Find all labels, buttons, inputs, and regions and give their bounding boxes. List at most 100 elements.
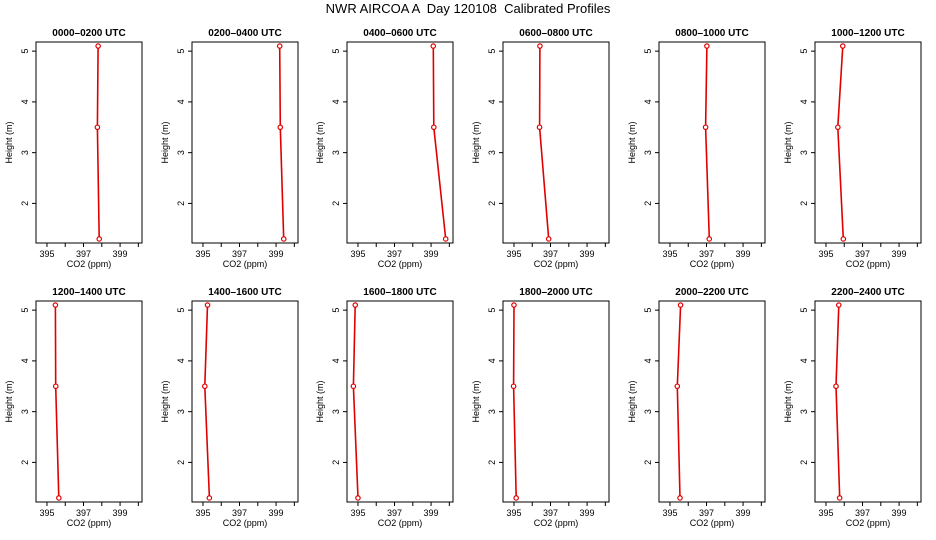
data-point: [702, 124, 709, 131]
y-tick-label: 5: [176, 49, 186, 54]
y-axis-label: Height (m): [627, 121, 637, 163]
data-point: [277, 124, 284, 131]
y-axis-label: Height (m): [315, 380, 325, 422]
panel-title: 0000–0200 UTC: [52, 28, 125, 39]
data-point: [835, 302, 842, 308]
x-tick-label: 397: [232, 508, 247, 518]
x-axis-label: CO2 (ppm): [690, 518, 735, 528]
profile-line: [538, 46, 550, 239]
x-tick-label: 399: [736, 249, 751, 259]
y-tick-label: 4: [487, 99, 497, 104]
x-axis-label: CO2 (ppm): [690, 259, 735, 269]
y-tick-label: 3: [487, 150, 497, 155]
x-tick-label: 397: [855, 508, 870, 518]
x-tick-label: 395: [195, 249, 210, 259]
y-tick-label: 3: [331, 150, 341, 155]
profile-line: [54, 305, 60, 498]
x-tick-label: 399: [736, 508, 751, 518]
data-point: [835, 124, 841, 131]
data-point: [510, 383, 517, 390]
x-tick-label: 397: [387, 249, 402, 259]
panel-title: 1800–2000 UTC: [519, 287, 592, 298]
x-tick-label: 395: [39, 508, 54, 518]
x-tick-label: 395: [506, 508, 521, 518]
y-tick-label: 5: [799, 49, 809, 54]
y-tick-label: 4: [176, 358, 186, 363]
y-tick-label: 3: [799, 409, 809, 414]
panel-title: 0600–0800 UTC: [519, 28, 592, 39]
y-tick-label: 2: [331, 460, 341, 465]
data-point: [430, 43, 437, 49]
plot-frame: [35, 41, 143, 244]
panel-title: 2200–2400 UTC: [831, 287, 904, 298]
page-title: NWR AIRCOA A Day 120108 Calibrated Profi…: [325, 1, 611, 16]
x-tick-label: 395: [818, 508, 833, 518]
panel-title: 1200–1400 UTC: [52, 287, 125, 298]
plot-frame: [35, 300, 143, 503]
y-tick-label: 2: [799, 460, 809, 465]
plot-frame: [502, 41, 610, 244]
data-point: [677, 495, 683, 501]
data-point: [94, 124, 101, 131]
x-tick-label: 399: [269, 249, 284, 259]
y-tick-label: 3: [799, 150, 809, 155]
plot-frame: [191, 41, 299, 244]
y-tick-label: 2: [20, 201, 30, 206]
data-point: [511, 302, 517, 308]
data-point: [442, 236, 449, 242]
y-axis-label: Height (m): [4, 121, 14, 163]
y-tick-label: 3: [331, 409, 341, 414]
x-tick-label: 399: [580, 249, 595, 259]
y-tick-label: 4: [20, 358, 30, 363]
y-axis-label: Height (m): [471, 380, 481, 422]
x-axis-label: CO2 (ppm): [67, 518, 112, 528]
data-point: [839, 43, 846, 49]
y-axis-label: Height (m): [783, 121, 793, 163]
profile-line: [836, 46, 845, 239]
data-point: [513, 495, 519, 501]
y-axis-label: Height (m): [783, 380, 793, 422]
y-tick-label: 3: [176, 150, 186, 155]
profile-line: [203, 305, 211, 498]
plot-frame: [814, 41, 922, 244]
x-tick-label: 395: [350, 508, 365, 518]
panel-title: 0800–1000 UTC: [675, 28, 748, 39]
profile-line: [96, 46, 100, 239]
y-tick-label: 4: [643, 358, 653, 363]
x-tick-label: 395: [350, 249, 365, 259]
x-tick-label: 397: [855, 249, 870, 259]
y-tick-label: 2: [643, 201, 653, 206]
x-tick-label: 397: [543, 508, 558, 518]
x-axis-label: CO2 (ppm): [846, 518, 891, 528]
x-tick-label: 397: [76, 249, 91, 259]
x-tick-label: 395: [39, 249, 54, 259]
x-axis-label: CO2 (ppm): [223, 518, 268, 528]
y-tick-label: 4: [643, 99, 653, 104]
x-tick-label: 397: [232, 249, 247, 259]
y-tick-label: 2: [176, 460, 186, 465]
x-axis-label: CO2 (ppm): [534, 518, 579, 528]
y-tick-label: 5: [20, 308, 30, 313]
y-tick-label: 5: [487, 308, 497, 313]
y-tick-label: 3: [20, 150, 30, 155]
data-point: [677, 302, 684, 308]
data-point: [52, 383, 59, 390]
y-tick-label: 4: [799, 99, 809, 104]
y-tick-label: 3: [20, 409, 30, 414]
profile-line: [278, 46, 285, 239]
y-tick-label: 4: [331, 358, 341, 363]
x-tick-label: 399: [113, 508, 128, 518]
data-point: [352, 302, 359, 308]
y-axis-label: Height (m): [315, 121, 325, 163]
data-point: [52, 302, 59, 308]
y-tick-label: 2: [487, 460, 497, 465]
x-axis-label: CO2 (ppm): [67, 259, 112, 269]
y-tick-label: 5: [799, 308, 809, 313]
